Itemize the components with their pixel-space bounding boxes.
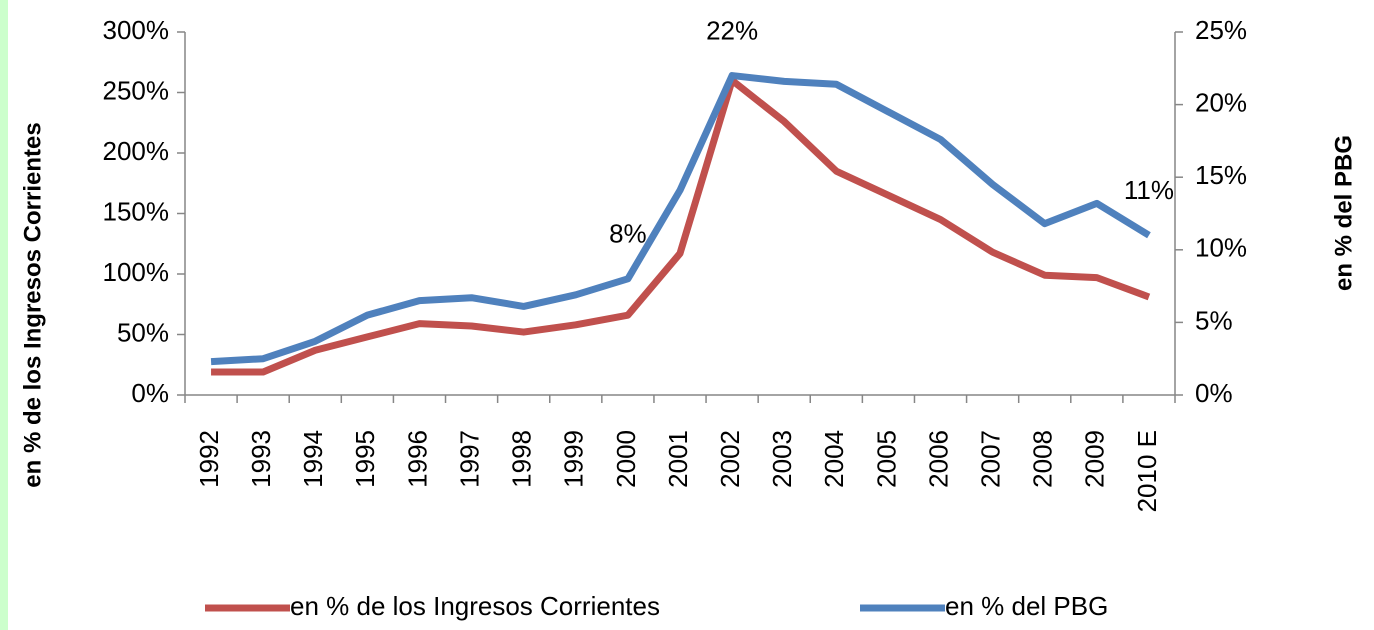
x-tick-label: 2006 xyxy=(923,430,953,488)
legend-label: en % del PBG xyxy=(945,591,1108,621)
x-tick-label: 2007 xyxy=(976,430,1006,488)
y-tick-label: 250% xyxy=(103,75,170,105)
x-tick-label: 1995 xyxy=(350,430,380,488)
x-tick-label: 1999 xyxy=(559,430,589,488)
y-tick-label: 50% xyxy=(117,317,169,347)
y2-tick-label: 25% xyxy=(1195,15,1247,45)
y2-tick-label: 0% xyxy=(1195,378,1233,408)
y2-tick-label: 5% xyxy=(1195,305,1233,335)
data-label: 8% xyxy=(609,219,647,249)
x-tick-label: 2010 E xyxy=(1132,430,1162,512)
x-tick-label: 2009 xyxy=(1080,430,1110,488)
y-tick-label: 150% xyxy=(103,196,170,226)
x-tick-label: 2001 xyxy=(663,430,693,488)
x-tick-label: 2003 xyxy=(767,430,797,488)
y2-axis-title: en % del PBG xyxy=(1330,135,1357,291)
y-tick-label: 300% xyxy=(103,15,170,45)
y-tick-label: 100% xyxy=(103,257,170,287)
x-tick-label: 1998 xyxy=(507,430,537,488)
y2-tick-label: 10% xyxy=(1195,233,1247,263)
x-tick-label: 2008 xyxy=(1028,430,1058,488)
y-tick-label: 0% xyxy=(131,378,169,408)
y-axis-title: en % de los Ingresos Corrientes xyxy=(19,122,46,487)
side-strip xyxy=(0,0,8,630)
x-tick-label: 2004 xyxy=(819,430,849,488)
y2-tick-label: 15% xyxy=(1195,160,1247,190)
y2-tick-label: 20% xyxy=(1195,87,1247,117)
data-label: 22% xyxy=(706,15,758,45)
x-tick-label: 1996 xyxy=(402,430,432,488)
x-tick-label: 1994 xyxy=(298,430,328,488)
y-tick-label: 200% xyxy=(103,136,170,166)
x-tick-label: 2005 xyxy=(871,430,901,488)
x-tick-label: 2002 xyxy=(715,430,745,488)
legend-label: en % de los Ingresos Corrientes xyxy=(290,591,660,621)
series-line xyxy=(211,76,1151,376)
series-line xyxy=(210,72,1151,366)
x-tick-label: 1993 xyxy=(246,430,276,488)
x-tick-label: 2000 xyxy=(611,430,641,488)
x-tick-label: 1997 xyxy=(454,430,484,488)
x-tick-label: 1992 xyxy=(194,430,224,488)
data-label: 11% xyxy=(1124,175,1174,205)
